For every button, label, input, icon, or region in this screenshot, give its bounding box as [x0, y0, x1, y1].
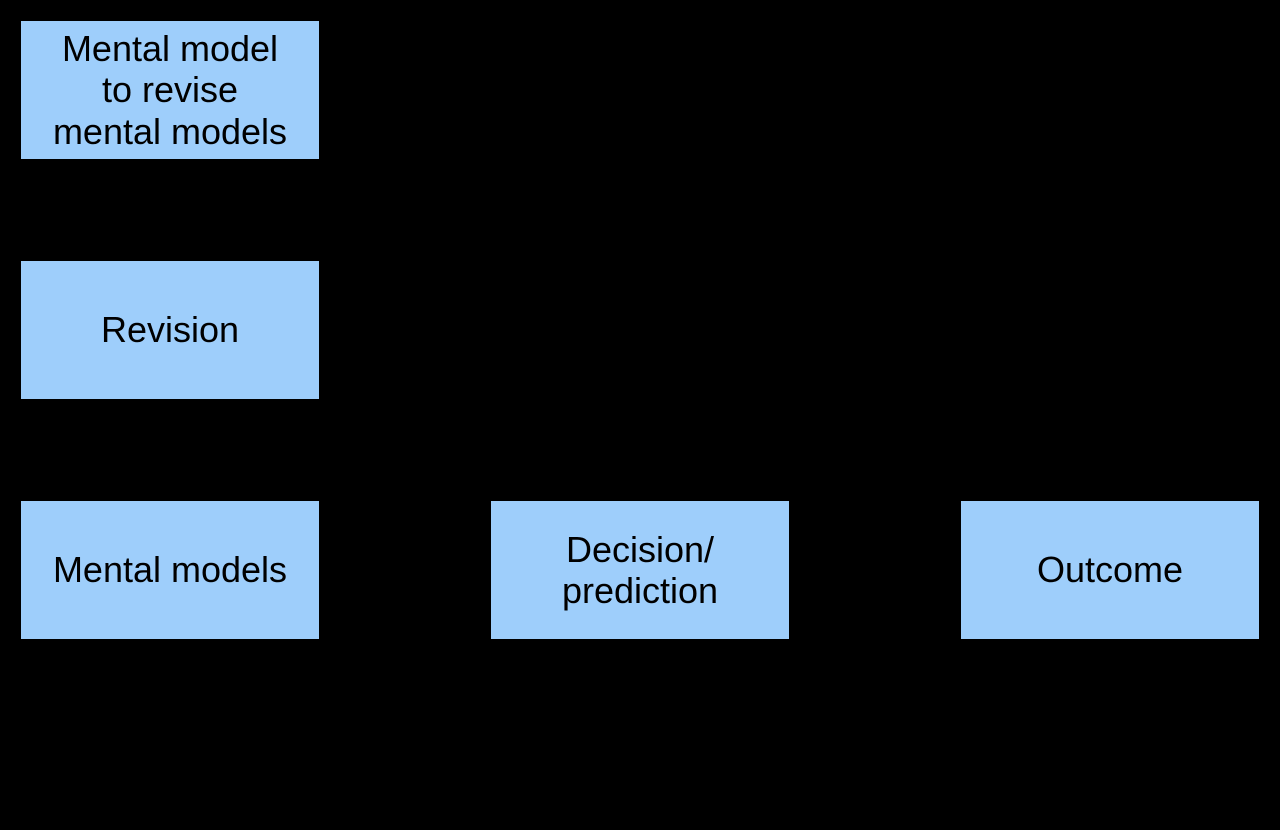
edge-outcome-to-decision	[640, 640, 1110, 740]
node-meta: Mental model to revise mental models	[20, 20, 320, 160]
node-label: Outcome	[1037, 549, 1183, 590]
node-label: Decision/ prediction	[562, 529, 718, 612]
node-decision: Decision/ prediction	[490, 500, 790, 640]
node-label: Mental models	[53, 549, 287, 590]
edge-outcome-to-meta	[320, 90, 1110, 500]
node-models: Mental models	[20, 500, 320, 640]
node-outcome: Outcome	[960, 500, 1260, 640]
node-label: Revision	[101, 309, 239, 350]
node-label: Mental model to revise mental models	[53, 28, 287, 152]
node-revision: Revision	[20, 260, 320, 400]
diagram-canvas: Mental model to revise mental models Revi…	[0, 0, 1280, 830]
